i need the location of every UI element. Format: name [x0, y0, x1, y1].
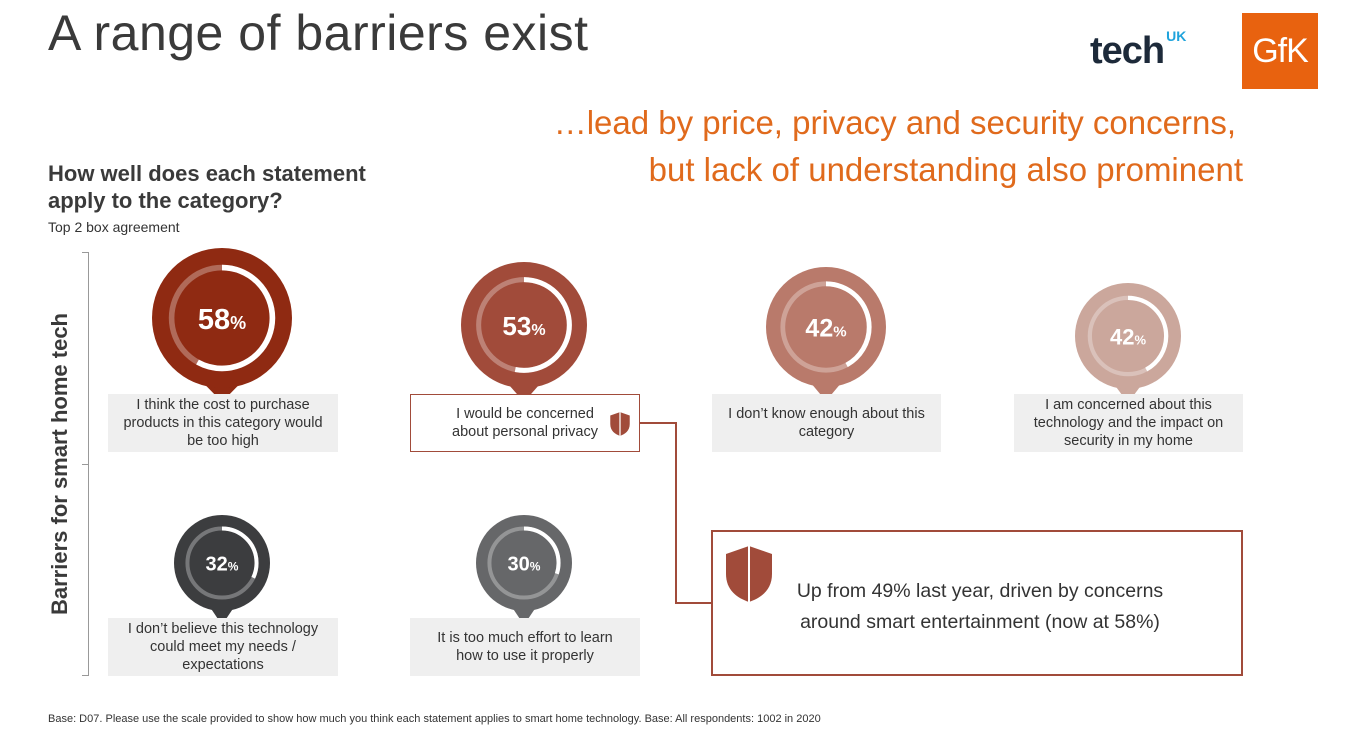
statement-text: I think the cost to purchase products in… — [123, 397, 323, 449]
statement-box: I don’t know enough about this category — [712, 394, 941, 452]
ring-value-arc — [487, 526, 561, 600]
footnote: Base: D07. Please use the scale provided… — [48, 713, 821, 725]
gfk-logo: GfK — [1242, 13, 1318, 89]
barrier-pin: 30% — [476, 515, 572, 625]
statement-text: I don’t believe this technology could me… — [127, 621, 319, 673]
statement-box: I am concerned about this technology and… — [1014, 394, 1243, 452]
value-label: 30% — [508, 554, 541, 576]
barrier-pin: 42% — [1075, 283, 1181, 403]
statement-box: I don’t believe this technology could me… — [108, 618, 338, 676]
value-label: 58% — [198, 304, 246, 336]
value-label: 53% — [502, 311, 545, 341]
statement-text: I don’t know enough about this category — [728, 406, 925, 440]
y-axis-tick — [82, 675, 89, 676]
callout-connector — [640, 422, 711, 604]
techuk-logo-suffix: UK — [1166, 28, 1187, 44]
barrier-pin: 42% — [766, 267, 886, 401]
ring-value-arc — [476, 277, 572, 373]
shield-icon — [610, 412, 630, 436]
y-axis-tick — [82, 252, 89, 253]
shield-icon — [726, 546, 772, 602]
statement-text: It is too much effort to learn how to us… — [437, 630, 613, 664]
value-label: 32% — [206, 554, 239, 576]
statement-box: I would be concerned about personal priv… — [410, 394, 640, 452]
value-label: 42% — [1110, 324, 1146, 349]
question-subtitle: Top 2 box agreement — [48, 219, 180, 235]
ring-value-arc — [168, 264, 276, 372]
page-title: A range of barriers exist — [48, 5, 589, 61]
techuk-logo: tech UK — [1090, 28, 1186, 73]
statement-box: It is too much effort to learn how to us… — [410, 618, 640, 676]
techuk-logo-text: tech — [1090, 30, 1165, 72]
callout-box — [711, 530, 1243, 676]
barrier-pin: 32% — [174, 515, 270, 625]
ring-value-arc — [780, 281, 872, 373]
statement-text: I am concerned about this technology and… — [1033, 397, 1224, 449]
statement-text: I would be concerned about personal priv… — [452, 406, 598, 440]
barrier-pin: 58% — [152, 248, 292, 402]
ring-value-arc — [1087, 295, 1169, 377]
barrier-pin: 53% — [461, 262, 587, 402]
y-axis-tick — [82, 464, 89, 465]
callout-text: Up from 49% last year, driven by concern… — [796, 580, 1164, 633]
headline-line-2: but lack of understanding also prominent — [648, 151, 1243, 188]
question-title: How well does each statement apply to th… — [48, 161, 366, 213]
headline-line-1: …lead by price, privacy and security con… — [553, 104, 1236, 141]
ring-value-arc — [185, 526, 259, 600]
value-label: 42% — [805, 315, 846, 343]
statement-box: I think the cost to purchase products in… — [108, 394, 338, 452]
